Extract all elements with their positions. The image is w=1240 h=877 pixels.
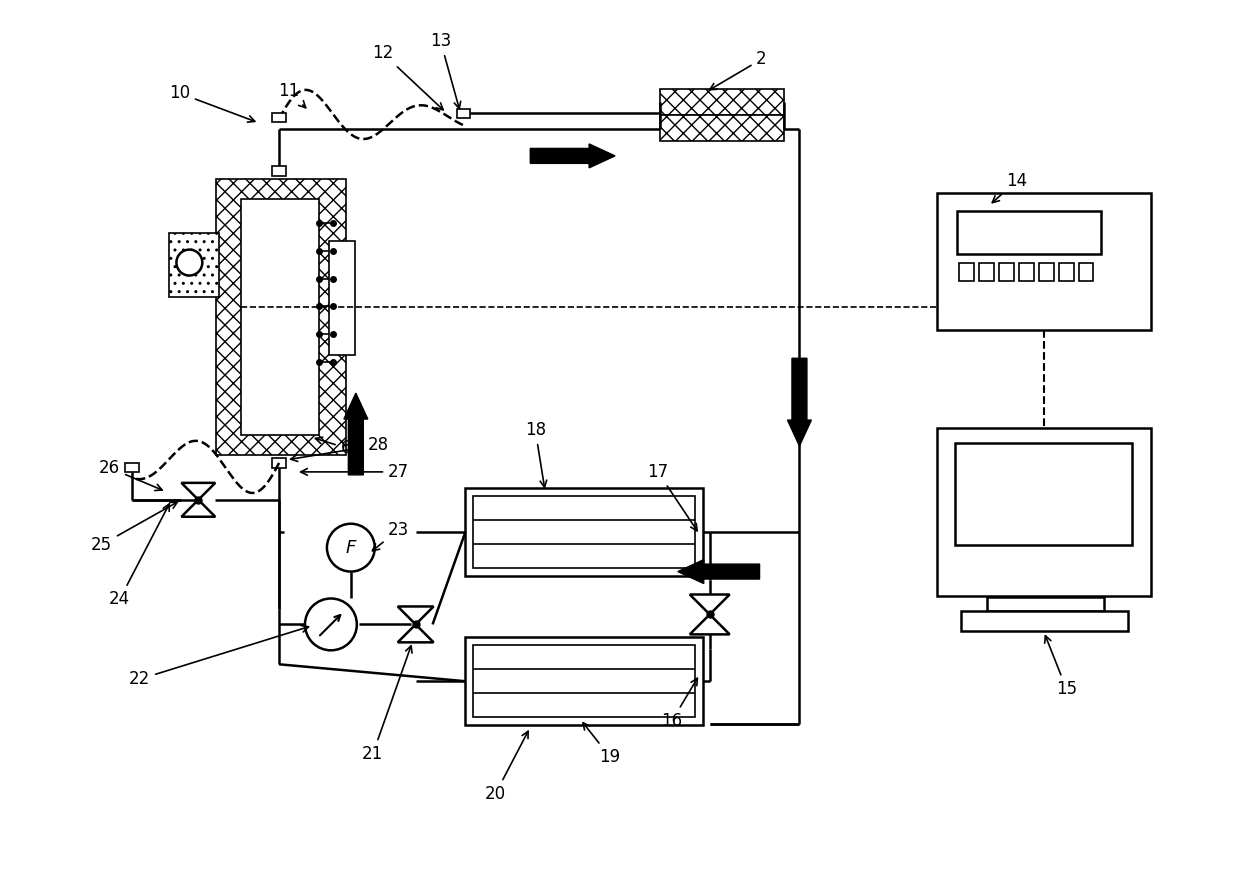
Text: 27: 27 (300, 463, 409, 481)
FancyArrow shape (787, 359, 811, 446)
Circle shape (176, 250, 202, 275)
Bar (937, 193, 1151, 331)
Polygon shape (181, 500, 216, 517)
FancyArrow shape (531, 144, 615, 168)
Bar (272, 166, 286, 175)
Text: 20: 20 (485, 731, 528, 802)
Bar (987, 597, 1105, 611)
Text: 18: 18 (525, 421, 547, 488)
Bar (465, 638, 703, 725)
Bar (216, 179, 346, 455)
Bar (272, 113, 286, 122)
Bar (456, 109, 470, 118)
Bar (959, 262, 973, 282)
Text: 10: 10 (169, 84, 254, 122)
Circle shape (305, 598, 357, 651)
Text: 6: 6 (315, 438, 351, 457)
Bar (1039, 262, 1054, 282)
Text: 17: 17 (647, 463, 697, 531)
Text: 14: 14 (992, 172, 1027, 203)
Text: 26: 26 (99, 459, 162, 490)
Text: F: F (346, 538, 356, 557)
Text: 13: 13 (430, 32, 461, 109)
Bar (1019, 262, 1034, 282)
Text: 21: 21 (362, 645, 412, 763)
FancyArrow shape (343, 393, 368, 474)
Text: 2: 2 (709, 50, 766, 89)
Bar (474, 496, 694, 567)
Bar (1059, 262, 1074, 282)
Text: 11: 11 (279, 82, 306, 108)
Bar (660, 115, 785, 141)
Text: 24: 24 (109, 504, 170, 609)
Bar (998, 262, 1014, 282)
Bar (474, 645, 694, 717)
Text: 23: 23 (372, 521, 409, 551)
Bar (170, 232, 219, 297)
Bar (660, 89, 785, 115)
Text: 22: 22 (129, 625, 309, 688)
Polygon shape (689, 595, 729, 615)
Bar (329, 240, 355, 355)
Text: 25: 25 (91, 502, 177, 553)
Text: 16: 16 (661, 678, 697, 730)
Polygon shape (398, 624, 434, 642)
FancyArrow shape (678, 560, 760, 583)
Text: 19: 19 (583, 723, 620, 766)
Bar (124, 463, 139, 472)
Bar (961, 611, 1128, 631)
Polygon shape (398, 607, 434, 624)
Bar (955, 443, 1132, 545)
Polygon shape (689, 615, 729, 634)
Bar (957, 210, 1101, 253)
Bar (1079, 262, 1094, 282)
Text: 15: 15 (1045, 636, 1078, 698)
Bar (978, 262, 993, 282)
Polygon shape (181, 483, 216, 500)
Text: 28: 28 (290, 436, 389, 461)
Bar (465, 488, 703, 575)
Circle shape (327, 524, 374, 572)
Bar (937, 428, 1151, 595)
Bar (242, 199, 319, 435)
Text: 12: 12 (372, 44, 443, 110)
Bar (272, 458, 286, 468)
